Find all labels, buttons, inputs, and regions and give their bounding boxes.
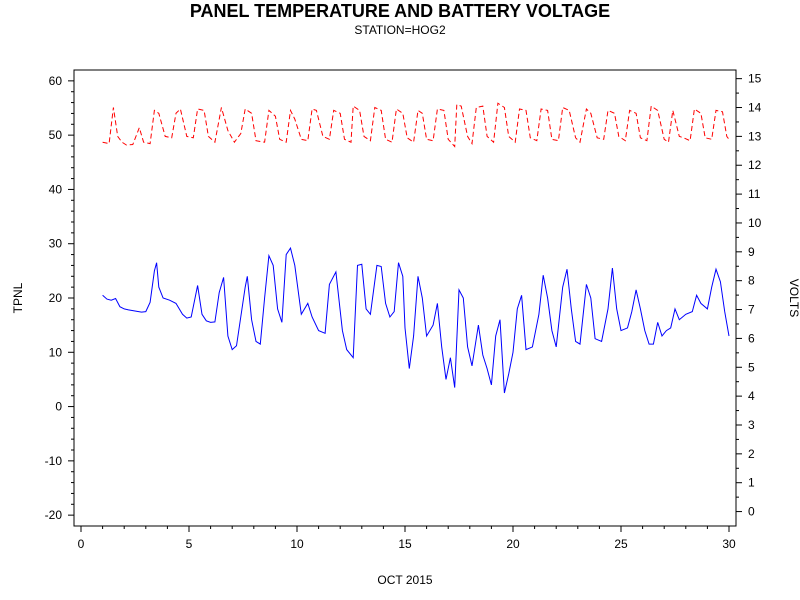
x-tick-label: 5 [186, 537, 193, 551]
y-left-tick-label: -10 [45, 454, 63, 468]
y-left-tick-label: 0 [55, 400, 62, 414]
x-tick-label: 0 [78, 537, 85, 551]
y-axis-left: -20 -10 0 10 20 30 40 50 60 [45, 74, 74, 522]
chart-subtitle: STATION=HOG2 [354, 23, 446, 37]
y-right-tick-label: 8 [748, 274, 755, 288]
y-left-tick-label: -20 [45, 508, 63, 522]
y-right-tick-label: 6 [748, 331, 755, 345]
x-tick-label: 10 [290, 537, 304, 551]
y-left-tick-label: 10 [49, 345, 63, 359]
y-right-tick-label: 14 [748, 101, 762, 115]
y-right-tick-label: 4 [748, 389, 755, 403]
x-axis: 0 5 10 15 20 25 30 [78, 526, 736, 551]
y-right-tick-label: 12 [748, 158, 762, 172]
y-right-tick-label: 10 [748, 216, 762, 230]
tpnl-line [102, 246, 730, 394]
y-right-tick-label: 1 [748, 476, 755, 490]
y-right-tick-label: 3 [748, 418, 755, 432]
y-left-tick-label: 60 [49, 74, 63, 88]
volts-line [102, 102, 730, 148]
y-right-tick-label: 13 [748, 129, 762, 143]
y-right-tick-label: 11 [748, 187, 761, 201]
x-tick-label: 20 [506, 537, 520, 551]
y-axis-right-label: VOLTS [787, 279, 800, 317]
chart-title: PANEL TEMPERATURE AND BATTERY VOLTAGE [189, 1, 611, 21]
y-left-tick-label: 50 [49, 128, 63, 142]
series-group [102, 102, 730, 394]
y-left-tick-label: 30 [49, 237, 63, 251]
y-right-tick-label: 0 [748, 505, 755, 519]
y-right-tick-label: 5 [748, 360, 755, 374]
y-right-tick-label: 7 [748, 303, 755, 317]
y-left-tick-label: 20 [49, 291, 63, 305]
x-axis-label: OCT 2015 [377, 573, 432, 587]
x-tick-label: 30 [722, 537, 736, 551]
y-left-tick-label: 40 [49, 182, 63, 196]
y-right-tick-label: 15 [748, 72, 762, 86]
y-right-tick-label: 2 [748, 447, 755, 461]
x-tick-label: 15 [398, 537, 412, 551]
y-axis-left-label: TPNL [11, 282, 25, 313]
plot-frame [73, 69, 737, 527]
y-right-tick-label: 9 [748, 245, 755, 259]
x-tick-label: 25 [614, 537, 628, 551]
